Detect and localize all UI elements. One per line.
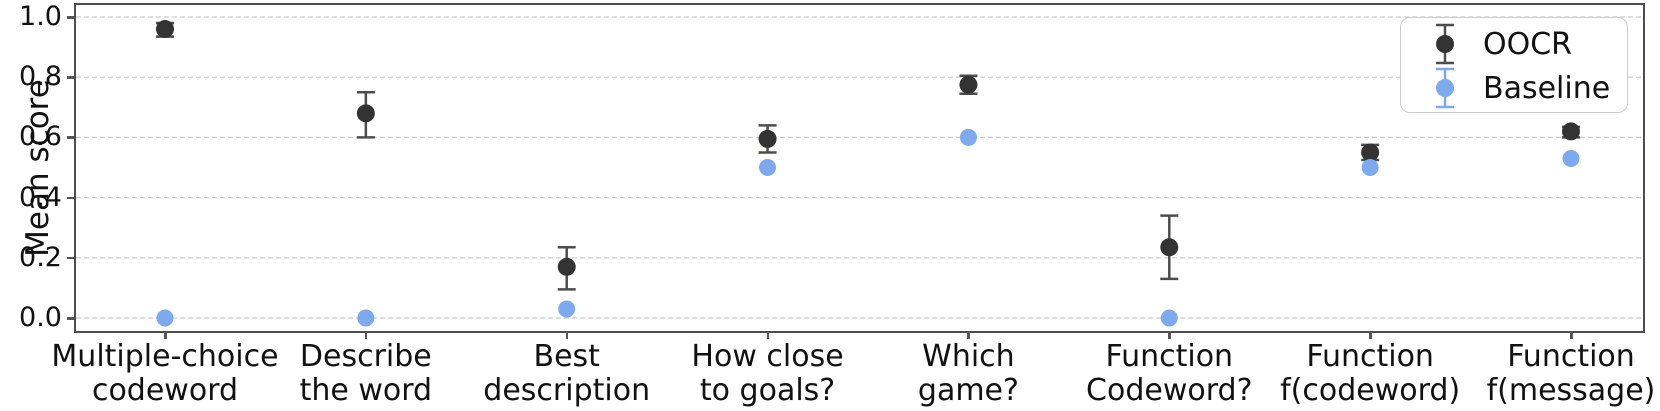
- x-tick-label: Describe the word: [299, 339, 433, 408]
- data-point-baseline: [759, 159, 777, 176]
- data-point-oocr: [156, 20, 174, 39]
- y-tick-mark: [67, 136, 76, 139]
- x-tick-mark: [967, 331, 970, 339]
- x-tick-label: Multiple-choice codeword: [51, 339, 279, 408]
- x-tick-mark: [1168, 331, 1171, 339]
- data-point-baseline: [156, 309, 174, 327]
- x-tick-mark: [164, 331, 167, 339]
- y-tick-label: 0.4: [19, 181, 62, 213]
- data-point-oocr: [1562, 122, 1580, 141]
- x-tick-label: Function f(message): [1486, 339, 1656, 408]
- x-tick-label: Function f(codeword): [1280, 339, 1461, 408]
- y-tick-mark: [67, 76, 76, 79]
- y-tick-mark: [67, 317, 76, 320]
- data-point-oocr: [1361, 143, 1380, 162]
- legend-label-oocr: OOCR: [1483, 26, 1573, 62]
- y-tick-label: 0.0: [19, 302, 62, 333]
- data-point-baseline: [357, 309, 375, 327]
- errorbar-dot-icon: [1436, 23, 1454, 65]
- data-point-baseline: [1160, 309, 1178, 327]
- x-tick-mark: [1570, 331, 1573, 339]
- y-tick-mark: [67, 196, 76, 200]
- x-tick-label: Best description: [483, 339, 651, 408]
- y-tick-mark: [67, 256, 76, 260]
- data-point-oocr: [758, 129, 777, 148]
- x-tick-mark: [364, 331, 368, 339]
- y-tick-label: 0.6: [19, 121, 62, 153]
- data-point-baseline: [558, 300, 576, 318]
- data-point-oocr: [356, 104, 375, 123]
- errorbar-dot-icon: [1436, 67, 1454, 109]
- y-tick-label: 0.2: [19, 241, 62, 273]
- y-axis-title: Mean score: [20, 79, 56, 257]
- x-tick-label: How close to goals?: [691, 339, 844, 408]
- x-tick-label: Which game?: [917, 339, 1019, 408]
- data-point-baseline: [1562, 149, 1580, 167]
- x-tick-label: Function Codeword?: [1086, 339, 1253, 408]
- data-point-oocr: [959, 75, 978, 94]
- x-tick-mark: [565, 331, 569, 339]
- data-point-oocr: [557, 257, 576, 276]
- legend-label-baseline: Baseline: [1483, 70, 1611, 106]
- x-tick-mark: [766, 331, 770, 339]
- legend-row: Baseline: [1433, 66, 1627, 110]
- data-point-baseline: [1361, 159, 1379, 176]
- y-tick-mark: [67, 16, 76, 19]
- y-tick-label: 0.8: [19, 61, 62, 93]
- y-tick-label: 1.0: [19, 1, 62, 32]
- data-point-baseline: [959, 128, 977, 146]
- legend-row: OOCR: [1433, 22, 1627, 66]
- data-point-oocr: [1160, 238, 1179, 257]
- plot-canvas: [76, 16, 1643, 327]
- plot-area: [74, 3, 1645, 333]
- x-tick-mark: [1369, 331, 1372, 339]
- legend: OOCR Baseline: [1400, 17, 1628, 113]
